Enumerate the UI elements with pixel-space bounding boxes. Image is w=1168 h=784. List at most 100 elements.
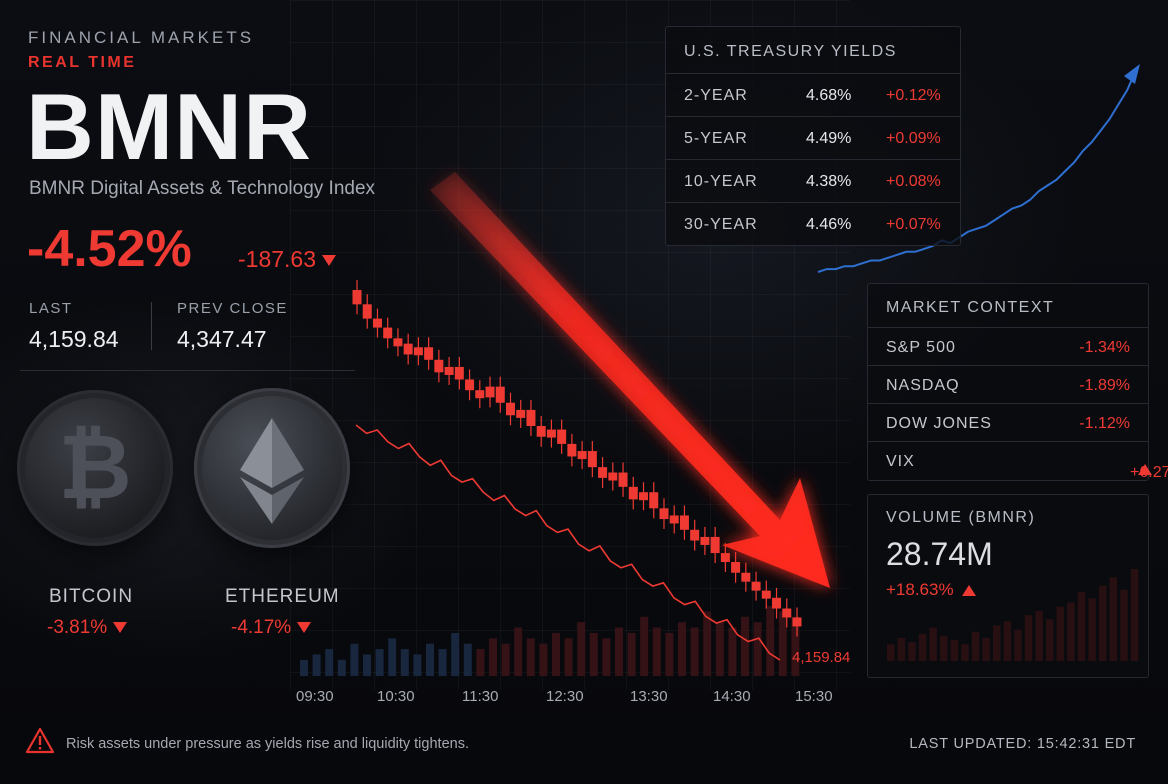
candle-body: [465, 379, 475, 391]
candle-body: [577, 451, 587, 460]
candle-body: [403, 343, 413, 355]
context-name: S&P 500: [886, 339, 956, 356]
volume-bar: [426, 643, 434, 676]
section-kicker: FINANCIAL MARKETS: [28, 28, 255, 47]
x-tick-label: 13:30: [630, 688, 668, 705]
volume-bar: [413, 654, 422, 676]
candle-body: [434, 359, 444, 373]
volume-bar: [350, 643, 359, 676]
candle-body: [618, 472, 628, 487]
candle-body: [444, 366, 454, 375]
context-name: NASDAQ: [886, 377, 960, 394]
candle-body: [413, 347, 423, 356]
volume-bar: [400, 649, 409, 676]
abs-change: -187.63: [238, 246, 337, 273]
candle-body: [700, 536, 710, 545]
yield-trend: [817, 64, 1140, 273]
bitcoin-label: BITCOIN: [49, 586, 134, 607]
yield-value: 4.46%: [806, 216, 852, 233]
volume-bar: [589, 632, 598, 676]
volume-title: VOLUME (BMNR): [886, 509, 1036, 526]
volume-bar: [615, 627, 623, 676]
volume-bar: [640, 616, 649, 676]
yield-change: +0.08%: [886, 173, 941, 190]
ethereum-change: -4.17%: [231, 617, 312, 639]
candle-body: [598, 467, 608, 478]
volume-bar: [526, 638, 535, 676]
volume-bar: [665, 632, 674, 676]
context-row: S&P 500 -1.34%: [868, 327, 1148, 366]
candle-body: [475, 390, 485, 399]
candle-body: [710, 536, 720, 554]
candle-body: [608, 472, 618, 481]
realtime-label: REAL TIME: [28, 54, 137, 71]
yield-change: +0.09%: [886, 130, 941, 147]
ethereum-change-value: -4.17%: [231, 617, 292, 638]
candle-body: [761, 590, 771, 599]
candle-body: [424, 347, 434, 360]
yield-arrow-head: [1124, 64, 1140, 84]
yield-change: +0.07%: [886, 216, 941, 233]
stat-divider: [151, 302, 152, 350]
candle-body: [546, 429, 556, 438]
yield-term: 30-YEAR: [684, 216, 758, 233]
volume-bar: [564, 638, 573, 676]
pct-change: -4.52%: [27, 220, 192, 278]
prev-close-label: PREV CLOSE: [177, 300, 288, 317]
last-price-label: 4,159.84: [792, 649, 851, 666]
volume-bar: [602, 638, 611, 676]
candle-body: [639, 492, 649, 501]
ethereum-label: ETHEREUM: [225, 586, 340, 607]
treasury-row: 10-YEAR 4.38% +0.08%: [666, 159, 960, 203]
x-tick-label: 11:30: [462, 688, 499, 705]
volume-bar: [741, 616, 749, 676]
context-change: -1.34%: [1079, 339, 1130, 356]
candle-body: [393, 338, 403, 347]
candle-body: [557, 429, 567, 444]
candle-body: [659, 508, 669, 520]
volume-bar: [678, 622, 686, 676]
volume-bar: [766, 606, 775, 676]
main-volume-bars: [300, 606, 800, 676]
context-row: VIX +6.27%: [868, 441, 1168, 481]
yield-value: 4.49%: [806, 130, 852, 147]
candle-body: [505, 402, 515, 416]
down-arrow-icon: [322, 255, 337, 267]
candle-body: [352, 290, 362, 305]
volume-bar: [627, 632, 636, 676]
candle-body: [731, 562, 741, 573]
yield-value: 4.38%: [806, 173, 852, 190]
x-tick-label: 10:30: [377, 688, 415, 705]
secondary-price-line: [355, 424, 781, 661]
volume-bar: [577, 622, 586, 676]
candle-body: [567, 443, 577, 457]
volume-bar: [337, 659, 346, 676]
candle-body: [454, 366, 464, 380]
volume-panel: VOLUME (BMNR): [867, 494, 1149, 678]
volume-value: 28.74M: [886, 536, 993, 572]
candle-body: [628, 486, 638, 500]
last-updated: LAST UPDATED: 15:42:31 EDT: [909, 736, 1136, 752]
ticker-symbol: BMNR: [26, 74, 312, 179]
context-title: MARKET CONTEXT: [886, 299, 1055, 316]
context-change: -1.89%: [1079, 377, 1130, 394]
volume-bar: [363, 654, 371, 676]
volume-bar: [501, 643, 510, 676]
candle-body: [751, 581, 761, 591]
treasury-row: 5-YEAR 4.49% +0.09%: [666, 116, 960, 160]
yield-value: 4.68%: [806, 87, 852, 104]
volume-bar: [753, 622, 762, 676]
volume-change-value: +18.63%: [886, 580, 954, 599]
x-tick-label: 15:30: [795, 688, 833, 705]
candle-body: [690, 529, 700, 541]
section-divider: [20, 370, 355, 371]
volume-bar: [690, 627, 699, 676]
candle-body: [782, 608, 792, 618]
candle-body: [485, 386, 495, 398]
volume-bar: [539, 643, 548, 676]
candle-body: [495, 386, 505, 403]
yield-term: 2-YEAR: [684, 87, 748, 104]
candle-body: [372, 318, 382, 328]
yield-trend-line: [817, 69, 1137, 273]
yield-term: 5-YEAR: [684, 130, 748, 147]
